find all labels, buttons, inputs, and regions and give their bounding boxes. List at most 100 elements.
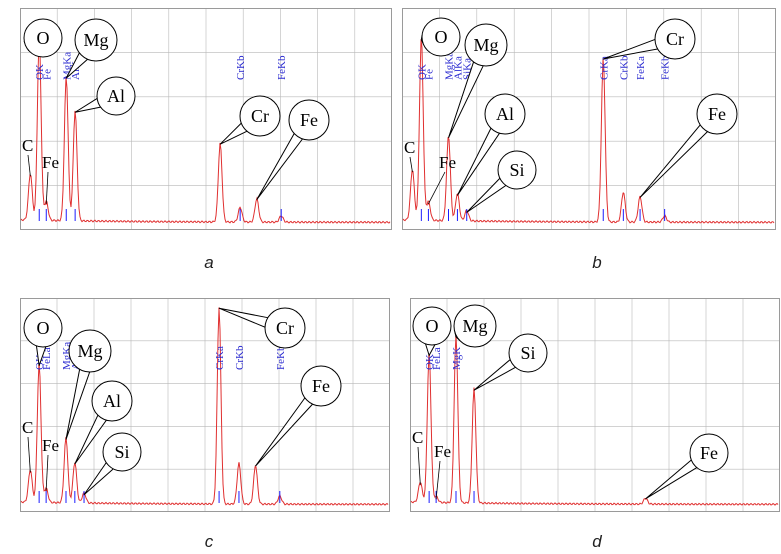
marker-label: CrKa	[214, 346, 226, 370]
callout-bubble	[102, 432, 142, 472]
callout-bubble	[74, 18, 118, 62]
label-leader	[45, 454, 49, 491]
callout-o: O	[23, 308, 63, 366]
callout-pointer	[65, 368, 91, 440]
callout-label: Mg	[462, 316, 487, 336]
element-label-fe: Fe	[439, 153, 456, 172]
callout-bubble	[412, 306, 452, 346]
callout-si: Si	[466, 150, 537, 213]
callout-label: Al	[496, 104, 514, 124]
marker-label: FeKb	[276, 55, 288, 80]
callout-cr: Cr	[603, 18, 696, 60]
element-label-fe: Fe	[42, 436, 59, 455]
callout-bubble	[689, 433, 729, 473]
panel-label-c: c	[204, 532, 214, 551]
plot-frame	[410, 298, 780, 512]
callout-bubble	[654, 18, 696, 60]
marker-label: CrKb	[235, 55, 247, 80]
callout-bubble	[696, 93, 738, 135]
panel-label-b: b	[592, 253, 602, 272]
panel-label-d: d	[592, 532, 602, 551]
callout-label: Si	[114, 442, 129, 462]
element-label-c: C	[412, 428, 423, 447]
callout-al: Al	[74, 380, 133, 465]
spectrum-panel-b: OK Fe MgKa AlKa SiKa CrKa CrKb FeKa FeKb O Mg Al Si C…	[402, 8, 776, 230]
label-leader	[435, 460, 441, 499]
callout-label: Mg	[77, 341, 102, 361]
callout-label: O	[426, 316, 439, 336]
callout-pointer	[603, 38, 659, 60]
callout-pointer	[473, 358, 517, 391]
marker-label: Fe	[423, 69, 435, 80]
callout-fe: Fe	[645, 433, 729, 500]
spectrum-panel-c: OKFeLaMgKaAlSiKaCrKaCrKbFeKbOMgAlSiCrFeC…	[20, 298, 390, 512]
callout-pointer	[645, 459, 698, 500]
callout-fe: Fe	[639, 93, 738, 198]
peak-point-cr	[622, 192, 625, 194]
callout-cr: Cr	[218, 307, 306, 349]
callout-label: Mg	[473, 35, 498, 55]
marker-label: OK	[34, 64, 46, 80]
callout-bubble	[91, 380, 133, 422]
peak-point-cr	[238, 463, 240, 465]
callout-bubble	[453, 304, 497, 348]
label-leader	[409, 156, 413, 172]
label-leader	[45, 171, 49, 204]
callout-pointer	[74, 414, 108, 465]
element-label-c: C	[22, 418, 33, 437]
callout-label: Fe	[312, 376, 330, 396]
callout-pointer	[256, 132, 304, 200]
callout-pointer	[218, 307, 269, 328]
callout-label: Cr	[666, 29, 684, 49]
callout-pointer	[83, 461, 115, 496]
callout-o: O	[23, 18, 63, 58]
callout-pointer	[639, 124, 709, 198]
callout-label: Al	[103, 391, 121, 411]
callout-fe: Fe	[255, 365, 342, 467]
callout-mg: Mg	[448, 23, 508, 139]
callout-bubble	[484, 93, 526, 135]
marker-label: CrKb	[618, 55, 630, 80]
panel-label-a: a	[204, 253, 214, 272]
callout-mg: Mg	[65, 18, 118, 79]
callout-bubble	[421, 17, 461, 57]
element-label-c: C	[404, 138, 415, 157]
label-leader	[428, 171, 446, 205]
callout-label: O	[37, 28, 50, 48]
callout-bubble	[239, 95, 281, 137]
callout-label: Cr	[276, 318, 294, 338]
marker-label: FeKb	[660, 55, 672, 80]
callout-cr: Cr	[219, 95, 281, 145]
callout-label: Fe	[300, 110, 318, 130]
callout-bubble	[264, 307, 306, 349]
element-label-fe: Fe	[42, 153, 59, 172]
callout-bubble	[96, 76, 136, 116]
callout-pointer	[74, 97, 102, 113]
callout-label: O	[37, 318, 50, 338]
marker-label: FeKa	[635, 56, 647, 80]
spectrum-panel-a: OK Fe MgKa AlK CrKb FeKb O Mg Al Cr Fe C Fe	[20, 8, 392, 230]
marker-label: OK	[424, 354, 436, 370]
spectrum-line	[20, 308, 389, 506]
callout-label: Fe	[700, 443, 718, 463]
callout-label: Si	[520, 343, 535, 363]
plot-frame	[402, 8, 776, 230]
marker-label: MgKa	[444, 52, 456, 80]
callout-label: O	[435, 27, 448, 47]
callout-bubble	[300, 365, 342, 407]
callout-mg: Mg	[65, 329, 112, 440]
callout-mg: Mg	[453, 304, 497, 348]
plot-frame	[20, 8, 392, 230]
marker-label: MgK	[451, 347, 463, 370]
spectrum-panel-d: OK FeLa MgK O Mg Si Fe C Fe	[410, 298, 780, 512]
callout-bubble	[288, 99, 330, 141]
callout-pointer	[255, 397, 314, 467]
callout-bubble	[68, 329, 112, 373]
callout-al: Al	[74, 76, 136, 116]
callout-label: Al	[107, 86, 125, 106]
label-leader	[27, 436, 31, 473]
marker-label: AlKa	[452, 56, 464, 80]
label-leader	[27, 154, 31, 177]
peak-point-cr	[239, 207, 241, 209]
